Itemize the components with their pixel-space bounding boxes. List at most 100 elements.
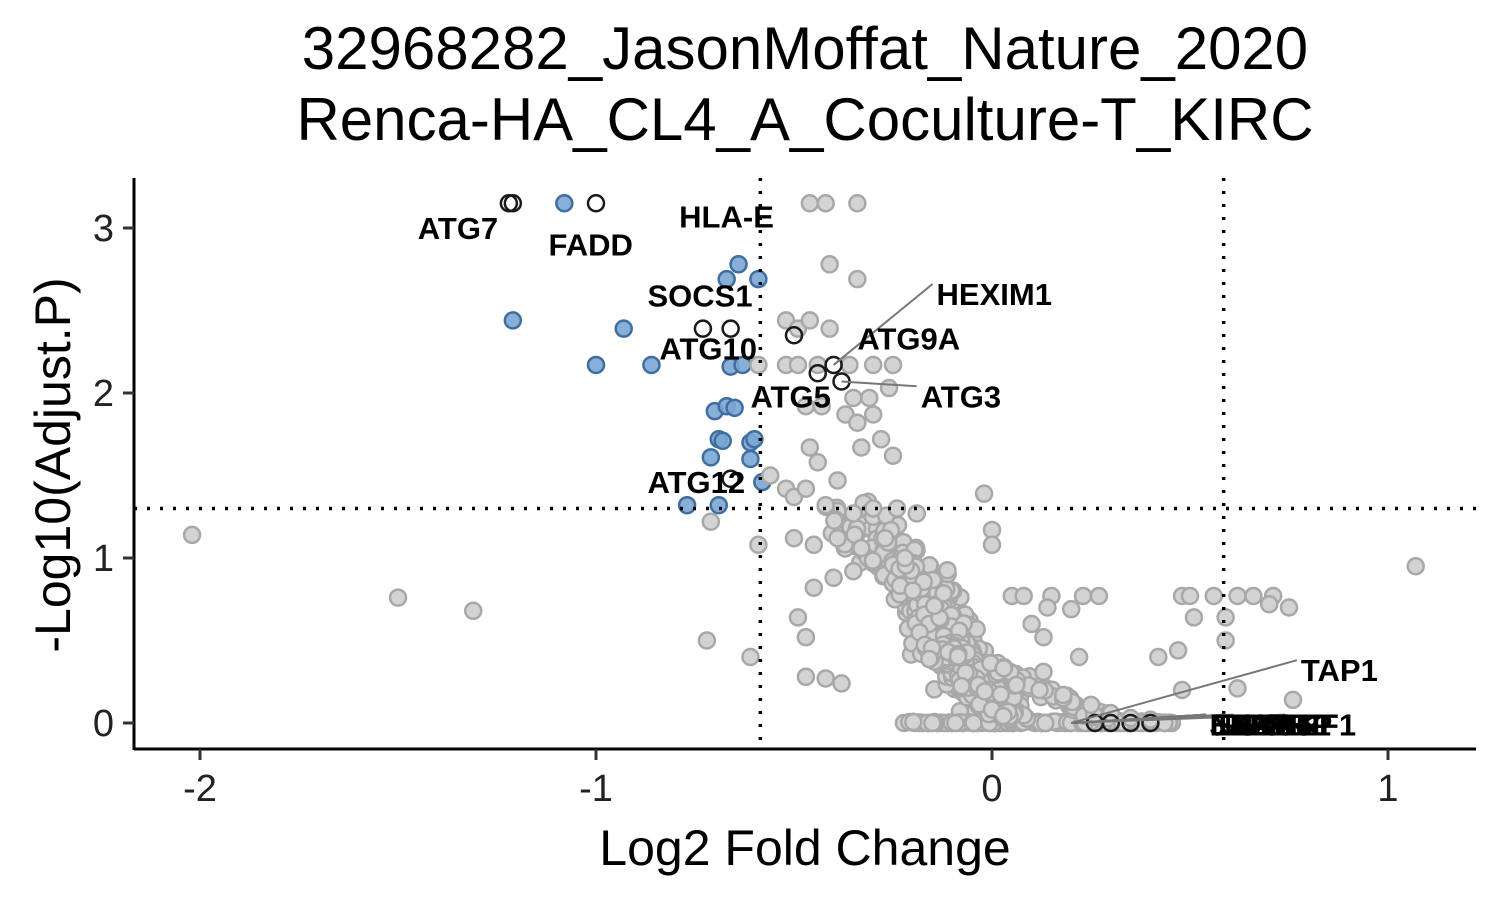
point-nonsig [1030, 680, 1049, 700]
point-nonsig [859, 388, 879, 408]
y-tick-label: 1 [93, 538, 114, 580]
point-nonsig [828, 471, 847, 490]
x-tick-label: 0 [981, 768, 1002, 810]
point-nonsig [804, 578, 824, 597]
point-nonsig [1244, 586, 1263, 606]
point-nonsig [875, 528, 895, 548]
point-nonsig [844, 504, 863, 523]
point-nonsig [1073, 586, 1093, 606]
point-down [717, 269, 736, 289]
point-highlight [784, 326, 804, 345]
gene-label: JAK1 [1210, 708, 1289, 743]
point-down [725, 398, 744, 418]
point-nonsig [1054, 685, 1073, 705]
point-nonsig [907, 504, 927, 523]
gene-label: HLA-E [679, 199, 774, 234]
y-tick-label: 2 [93, 373, 114, 415]
point-nonsig [994, 706, 1013, 726]
point-nonsig [863, 499, 883, 518]
point-nonsig [1035, 713, 1055, 733]
point-nonsig [948, 647, 968, 666]
point-highlight [503, 194, 523, 213]
point-nonsig [800, 194, 820, 213]
point-nonsig [946, 713, 965, 733]
point-nonsig [749, 535, 768, 555]
x-tick-label: 1 [1377, 768, 1398, 810]
point-nonsig [848, 269, 867, 289]
point-nonsig [828, 528, 847, 548]
gene-label: ERAP1 [1210, 708, 1313, 743]
point-highlight [721, 319, 740, 338]
point-nonsig [760, 466, 780, 485]
point-nonsig [863, 551, 883, 570]
leader-line [841, 380, 917, 388]
gene-label: NLRC5 [1210, 708, 1313, 743]
point-nonsig [1014, 586, 1033, 606]
y-tick-label: 0 [93, 703, 114, 745]
point-nonsig [1406, 557, 1425, 576]
point-nonsig [816, 194, 835, 213]
point-nonsig [824, 568, 843, 588]
point-down [741, 449, 760, 469]
gene-label: ATG12 [647, 465, 745, 500]
point-highlight [586, 194, 606, 213]
point-nonsig [796, 627, 816, 647]
chart-title-line-2: Renca-HA_CL4_A_Coculture-T_KIRC [296, 86, 1313, 153]
leader-line [1070, 659, 1298, 724]
point-nonsig [1180, 586, 1200, 606]
point-nonsig [1089, 586, 1109, 606]
point-nonsig [697, 631, 717, 650]
gene-labels: ATG7 FADD HLA-E SOCS1 ATG10 ATG5 ATG12 HEXIM1 AT… [418, 199, 1378, 742]
point-nonsig [1216, 608, 1235, 627]
point-nonsig [844, 388, 863, 408]
point-down [729, 255, 748, 274]
point-down [614, 319, 633, 338]
point-nonsig [871, 429, 891, 449]
point-nonsig [832, 674, 851, 693]
point-nonsig [840, 355, 859, 375]
gene-label: ATG3 [921, 379, 1001, 414]
point-nonsig [974, 484, 994, 503]
leader-line [1071, 713, 1226, 724]
point-down [503, 311, 523, 330]
point-nonsig [863, 355, 883, 375]
point-nonsig [788, 608, 808, 627]
point-nonsig [701, 512, 721, 531]
gene-label: ATG10 [659, 331, 757, 366]
point-down [749, 269, 768, 289]
point-highlight [824, 355, 843, 375]
point-nonsig [808, 453, 828, 472]
point-highlight [1141, 713, 1160, 733]
point-nonsig [1034, 627, 1053, 647]
x-axis-title: Log2 Fold Change [599, 820, 1010, 876]
point-nonsig [796, 479, 816, 498]
point-nonsig [1259, 594, 1279, 614]
point-nonsig [1283, 690, 1303, 710]
point-down [555, 194, 574, 213]
point-nonsig [1038, 598, 1057, 617]
point-nonsig [879, 378, 899, 398]
label-leader-lines [832, 283, 1298, 724]
point-nonsig [1061, 599, 1081, 619]
point-nonsig [1216, 631, 1235, 650]
y-tick-label: 3 [93, 208, 114, 250]
point-down [642, 355, 661, 375]
point-nonsig [863, 405, 883, 424]
gene-label: TAP1 [1301, 653, 1378, 688]
gene-label: ATG7 [418, 211, 498, 246]
point-nonsig [388, 588, 408, 607]
threshold-lines [134, 178, 1476, 749]
gene-label: IFNGR1 [1210, 708, 1324, 743]
point-nonsig [1022, 614, 1041, 634]
point-down [745, 429, 764, 449]
point-nonsig [964, 713, 983, 733]
y-axis-ticks: 0 1 2 3 [93, 208, 134, 745]
point-nonsig [796, 667, 816, 687]
point-nonsig [1006, 675, 1026, 695]
point-nonsig [741, 647, 760, 667]
point-down [586, 355, 606, 375]
chart-title-line-1: 32968282_JasonMoffat_Nature_2020 [302, 15, 1308, 82]
x-tick-label: -1 [579, 768, 613, 810]
point-down [709, 495, 729, 515]
